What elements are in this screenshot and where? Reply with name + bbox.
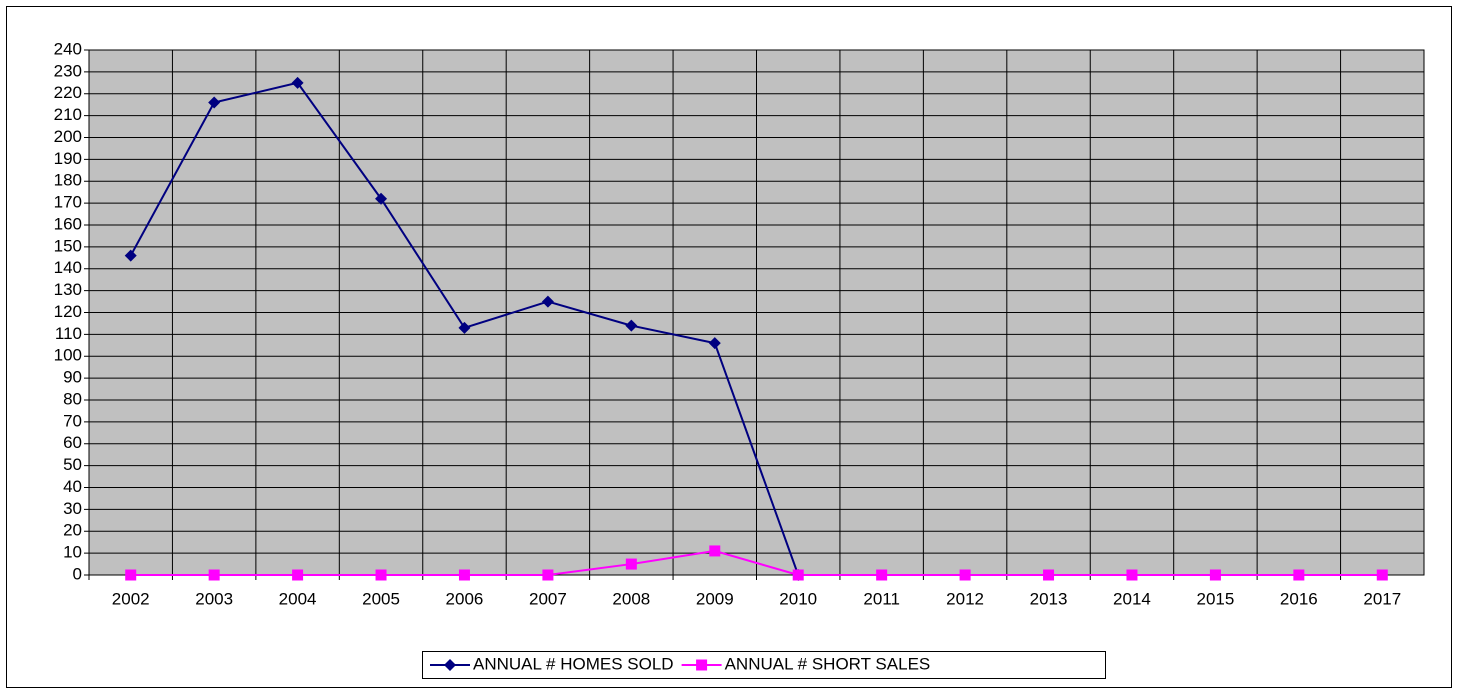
y-tick-label: 170 <box>54 193 82 212</box>
y-tick-label: 80 <box>63 389 82 408</box>
marker <box>1209 569 1221 581</box>
y-tick-label: 120 <box>54 302 82 321</box>
marker <box>792 569 804 581</box>
marker <box>444 659 456 671</box>
marker <box>541 295 554 308</box>
y-tick-label: 70 <box>63 411 82 430</box>
x-tick-label: 2004 <box>279 589 317 608</box>
y-tick-label: 20 <box>63 521 82 540</box>
marker <box>458 321 471 334</box>
marker <box>1043 569 1055 581</box>
y-tick-label: 240 <box>54 39 82 58</box>
marker <box>542 569 554 581</box>
x-tick-label: 2002 <box>112 589 150 608</box>
y-tick-label: 200 <box>54 127 82 146</box>
marker <box>709 545 721 557</box>
y-tick-label: 110 <box>55 324 82 343</box>
y-tick-label: 130 <box>54 280 82 299</box>
marker <box>876 569 888 581</box>
y-tick-label: 150 <box>54 236 82 255</box>
x-tick-label: 2012 <box>946 589 984 608</box>
x-tick-label: 2017 <box>1363 589 1401 608</box>
y-tick-label: 210 <box>54 105 82 124</box>
marker <box>208 96 221 109</box>
y-tick-label: 50 <box>63 455 82 474</box>
x-tick-label: 2016 <box>1280 589 1318 608</box>
y-tick-label: 160 <box>54 214 82 233</box>
legend-box <box>422 651 1106 679</box>
x-tick-label: 2003 <box>195 589 233 608</box>
x-tick-label: 2008 <box>612 589 650 608</box>
y-tick-label: 140 <box>54 258 82 277</box>
y-tick-label: 40 <box>63 477 82 496</box>
y-tick-label: 90 <box>63 368 82 387</box>
marker <box>375 192 388 205</box>
y-tick-label: 30 <box>63 499 82 518</box>
y-tick-label: 190 <box>54 149 82 168</box>
x-tick-label: 2005 <box>362 589 400 608</box>
y-tick-label: 0 <box>73 564 82 583</box>
y-tick-label: 230 <box>54 61 82 80</box>
legend-label: ANNUAL # SHORT SALES <box>725 654 931 673</box>
x-tick-label: 2013 <box>1030 589 1068 608</box>
x-tick-label: 2014 <box>1113 589 1151 608</box>
marker <box>1376 569 1388 581</box>
marker <box>708 337 721 350</box>
x-tick-label: 2011 <box>863 589 900 608</box>
marker <box>625 319 638 332</box>
y-tick-label: 60 <box>63 433 82 452</box>
marker <box>292 569 304 581</box>
x-tick-label: 2010 <box>779 589 817 608</box>
marker <box>208 569 220 581</box>
marker <box>291 76 304 89</box>
x-tick-label: 2007 <box>529 589 567 608</box>
x-tick-label: 2006 <box>446 589 484 608</box>
x-tick-label: 2015 <box>1196 589 1234 608</box>
y-tick-label: 100 <box>54 346 82 365</box>
marker <box>125 569 137 581</box>
x-tick-label: 2009 <box>696 589 734 608</box>
legend-label: ANNUAL # HOMES SOLD <box>473 654 674 673</box>
y-tick-label: 180 <box>54 171 82 190</box>
marker <box>959 569 971 581</box>
y-tick-label: 220 <box>54 83 82 102</box>
marker <box>124 249 137 262</box>
marker <box>375 569 387 581</box>
marker <box>1126 569 1138 581</box>
marker <box>625 558 637 570</box>
marker <box>458 569 470 581</box>
series-line <box>130 549 1383 576</box>
y-tick-label: 10 <box>63 543 82 562</box>
marker <box>696 659 708 671</box>
marker <box>1293 569 1305 581</box>
